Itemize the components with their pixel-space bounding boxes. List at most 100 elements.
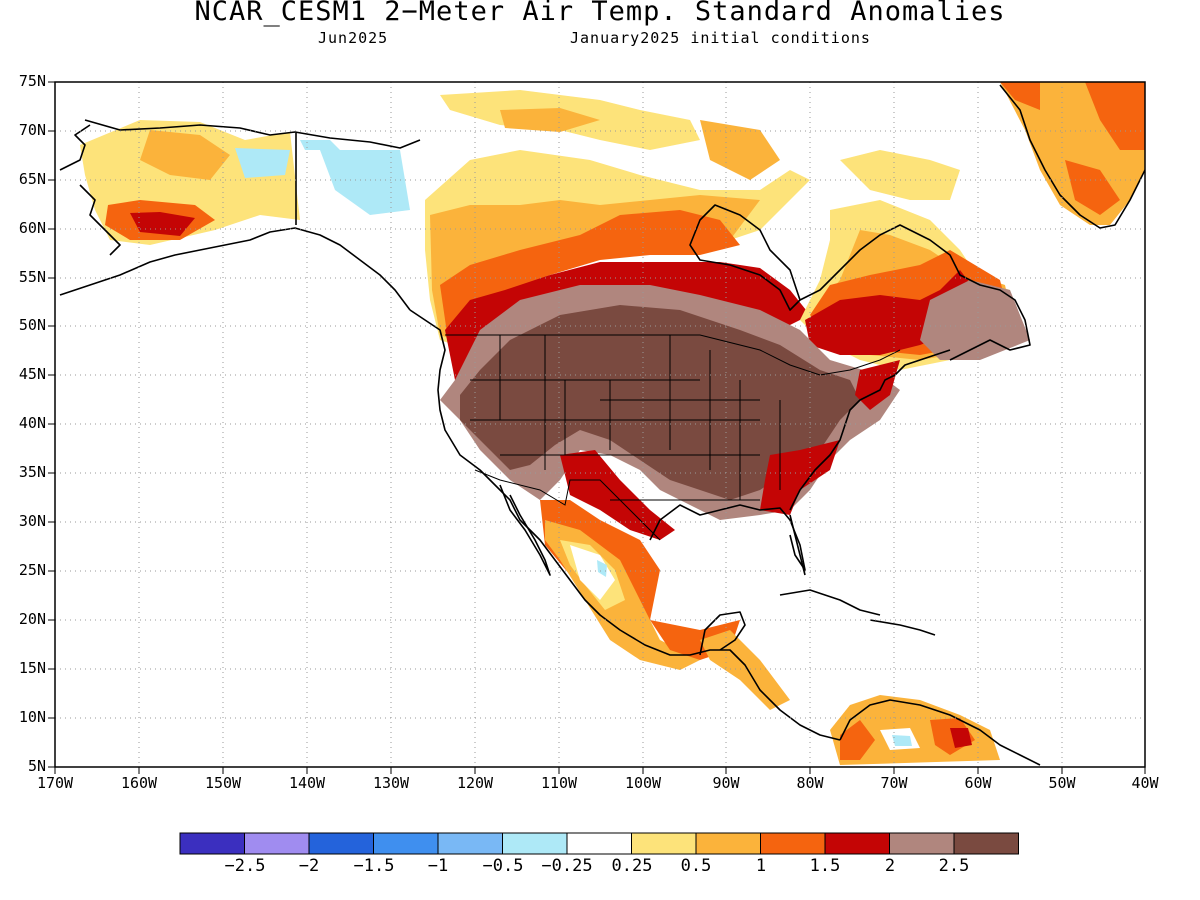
- anomaly-region-alaska: [140, 130, 230, 180]
- lat-label: 60N: [18, 219, 46, 237]
- coastline-caribbean: [869, 619, 936, 636]
- anomaly-region-alaska: [300, 140, 340, 150]
- colorbar-swatch: [953, 832, 1019, 855]
- coastline-labrador: [799, 224, 1031, 361]
- anomaly-region-south-america: [892, 735, 912, 746]
- anomaly-region-baffin: [700, 120, 780, 180]
- anomaly-region-quebec: [920, 280, 1030, 360]
- colorbar-label: −2.5: [224, 856, 266, 876]
- anomaly-region-alaska: [235, 148, 290, 178]
- colorbar-swatch: [502, 832, 568, 855]
- anomaly-region-canada: [500, 108, 600, 132]
- colorbar-swatch: [244, 832, 310, 855]
- lon-label: 70W: [880, 774, 908, 792]
- colorbar-label: −1: [427, 856, 449, 876]
- coastline-alaska: [59, 227, 411, 311]
- coastline-alaska: [84, 119, 421, 149]
- initial-conditions: January2025 initial conditions: [570, 29, 871, 47]
- lat-label: 15N: [18, 659, 46, 677]
- lat-label: 75N: [18, 72, 46, 90]
- border-us-mexico: [474, 469, 661, 541]
- lon-label: 60W: [964, 774, 992, 792]
- lon-label: 160W: [120, 774, 158, 792]
- colorbar-swatch: [889, 832, 955, 855]
- colorbar-label: −0.25: [541, 856, 593, 876]
- coastlines: [59, 84, 1145, 766]
- lon-label: 50W: [1048, 774, 1076, 792]
- anomaly-region-alaska: [320, 150, 410, 215]
- border-states-h: [470, 379, 760, 501]
- colorbar-swatch: [760, 832, 826, 855]
- colorbar-swatch: [631, 832, 697, 855]
- colorbar-swatch: [179, 832, 245, 855]
- colorbar-swatch: [566, 832, 632, 855]
- lat-label: 25N: [18, 561, 46, 579]
- border-states-v: [499, 335, 781, 500]
- colorbar: [179, 832, 1019, 855]
- anomaly-region-south-america: [840, 720, 875, 760]
- lat-label: 65N: [18, 170, 46, 188]
- anomaly-region-baffin: [840, 150, 960, 200]
- lon-label: 80W: [796, 774, 824, 792]
- lon-label: 170W: [36, 774, 74, 792]
- anomaly-region-alaska: [130, 212, 195, 236]
- anomaly-region-canada: [440, 210, 740, 350]
- colorbar-label: −1.5: [353, 856, 395, 876]
- coastline-east: [789, 349, 951, 511]
- axis-ticks: [48, 81, 1146, 774]
- anomaly-region-greenland: [1085, 82, 1145, 150]
- coastline-cuba: [779, 589, 881, 616]
- lon-label: 110W: [540, 774, 578, 792]
- anomaly-region-mexico: [570, 545, 615, 600]
- grid-lines: [55, 82, 1145, 767]
- colorbar-label: 0.25: [611, 856, 653, 876]
- lat-label: 20N: [18, 610, 46, 628]
- anomaly-region-greenland: [1000, 82, 1040, 110]
- colorbar-label: 2: [884, 856, 896, 876]
- colorbar-label: 0.5: [680, 856, 712, 876]
- colorbar-label: 1.5: [809, 856, 841, 876]
- colorbar-swatch: [308, 832, 374, 855]
- coastline-alaska: [79, 184, 121, 256]
- lon-label: 140W: [288, 774, 326, 792]
- coastline-greenland: [999, 84, 1145, 229]
- lat-label: 50N: [18, 316, 46, 334]
- lon-label: 130W: [372, 774, 410, 792]
- anomaly-shading: [80, 82, 1145, 765]
- anomaly-region-south-america: [950, 728, 972, 748]
- lat-label: 55N: [18, 268, 46, 286]
- map-title: NCAR_CESM1 2−Meter Air Temp. Standard An…: [194, 0, 1006, 27]
- lat-label: 10N: [18, 708, 46, 726]
- lon-label: 120W: [456, 774, 494, 792]
- coastline-hudson: [689, 204, 801, 311]
- lat-label: 40N: [18, 414, 46, 432]
- anomaly-region-mexico: [597, 560, 607, 577]
- coastline-florida: [789, 514, 806, 576]
- lon-label: 150W: [204, 774, 242, 792]
- coastline-alaska: [59, 124, 91, 171]
- colorbar-label: 2.5: [938, 856, 970, 876]
- state-borders: [445, 334, 901, 541]
- anomaly-region-usa: [460, 305, 860, 500]
- lat-label: 70N: [18, 121, 46, 139]
- lon-label: 40W: [1131, 774, 1159, 792]
- coastline-gulf: [649, 504, 806, 571]
- colorbar-swatch: [437, 832, 503, 855]
- lat-label: 30N: [18, 512, 46, 530]
- coastline-west: [409, 309, 841, 741]
- colorbar-label: −0.5: [482, 856, 524, 876]
- coastline-south-america: [839, 699, 1041, 766]
- colorbar-swatch: [373, 832, 439, 855]
- lon-label: 90W: [712, 774, 740, 792]
- lat-label: 35N: [18, 463, 46, 481]
- lat-label: 5N: [27, 757, 46, 775]
- coastline-baja: [499, 484, 551, 576]
- forecast-month: Jun2025: [318, 29, 389, 47]
- anomaly-region-usa: [560, 450, 675, 540]
- colorbar-swatch: [695, 832, 761, 855]
- border-us-canada: [445, 334, 901, 376]
- anomaly-region-greenland: [1065, 160, 1120, 215]
- colorbar-swatch: [824, 832, 890, 855]
- colorbar-label: 1: [755, 856, 767, 876]
